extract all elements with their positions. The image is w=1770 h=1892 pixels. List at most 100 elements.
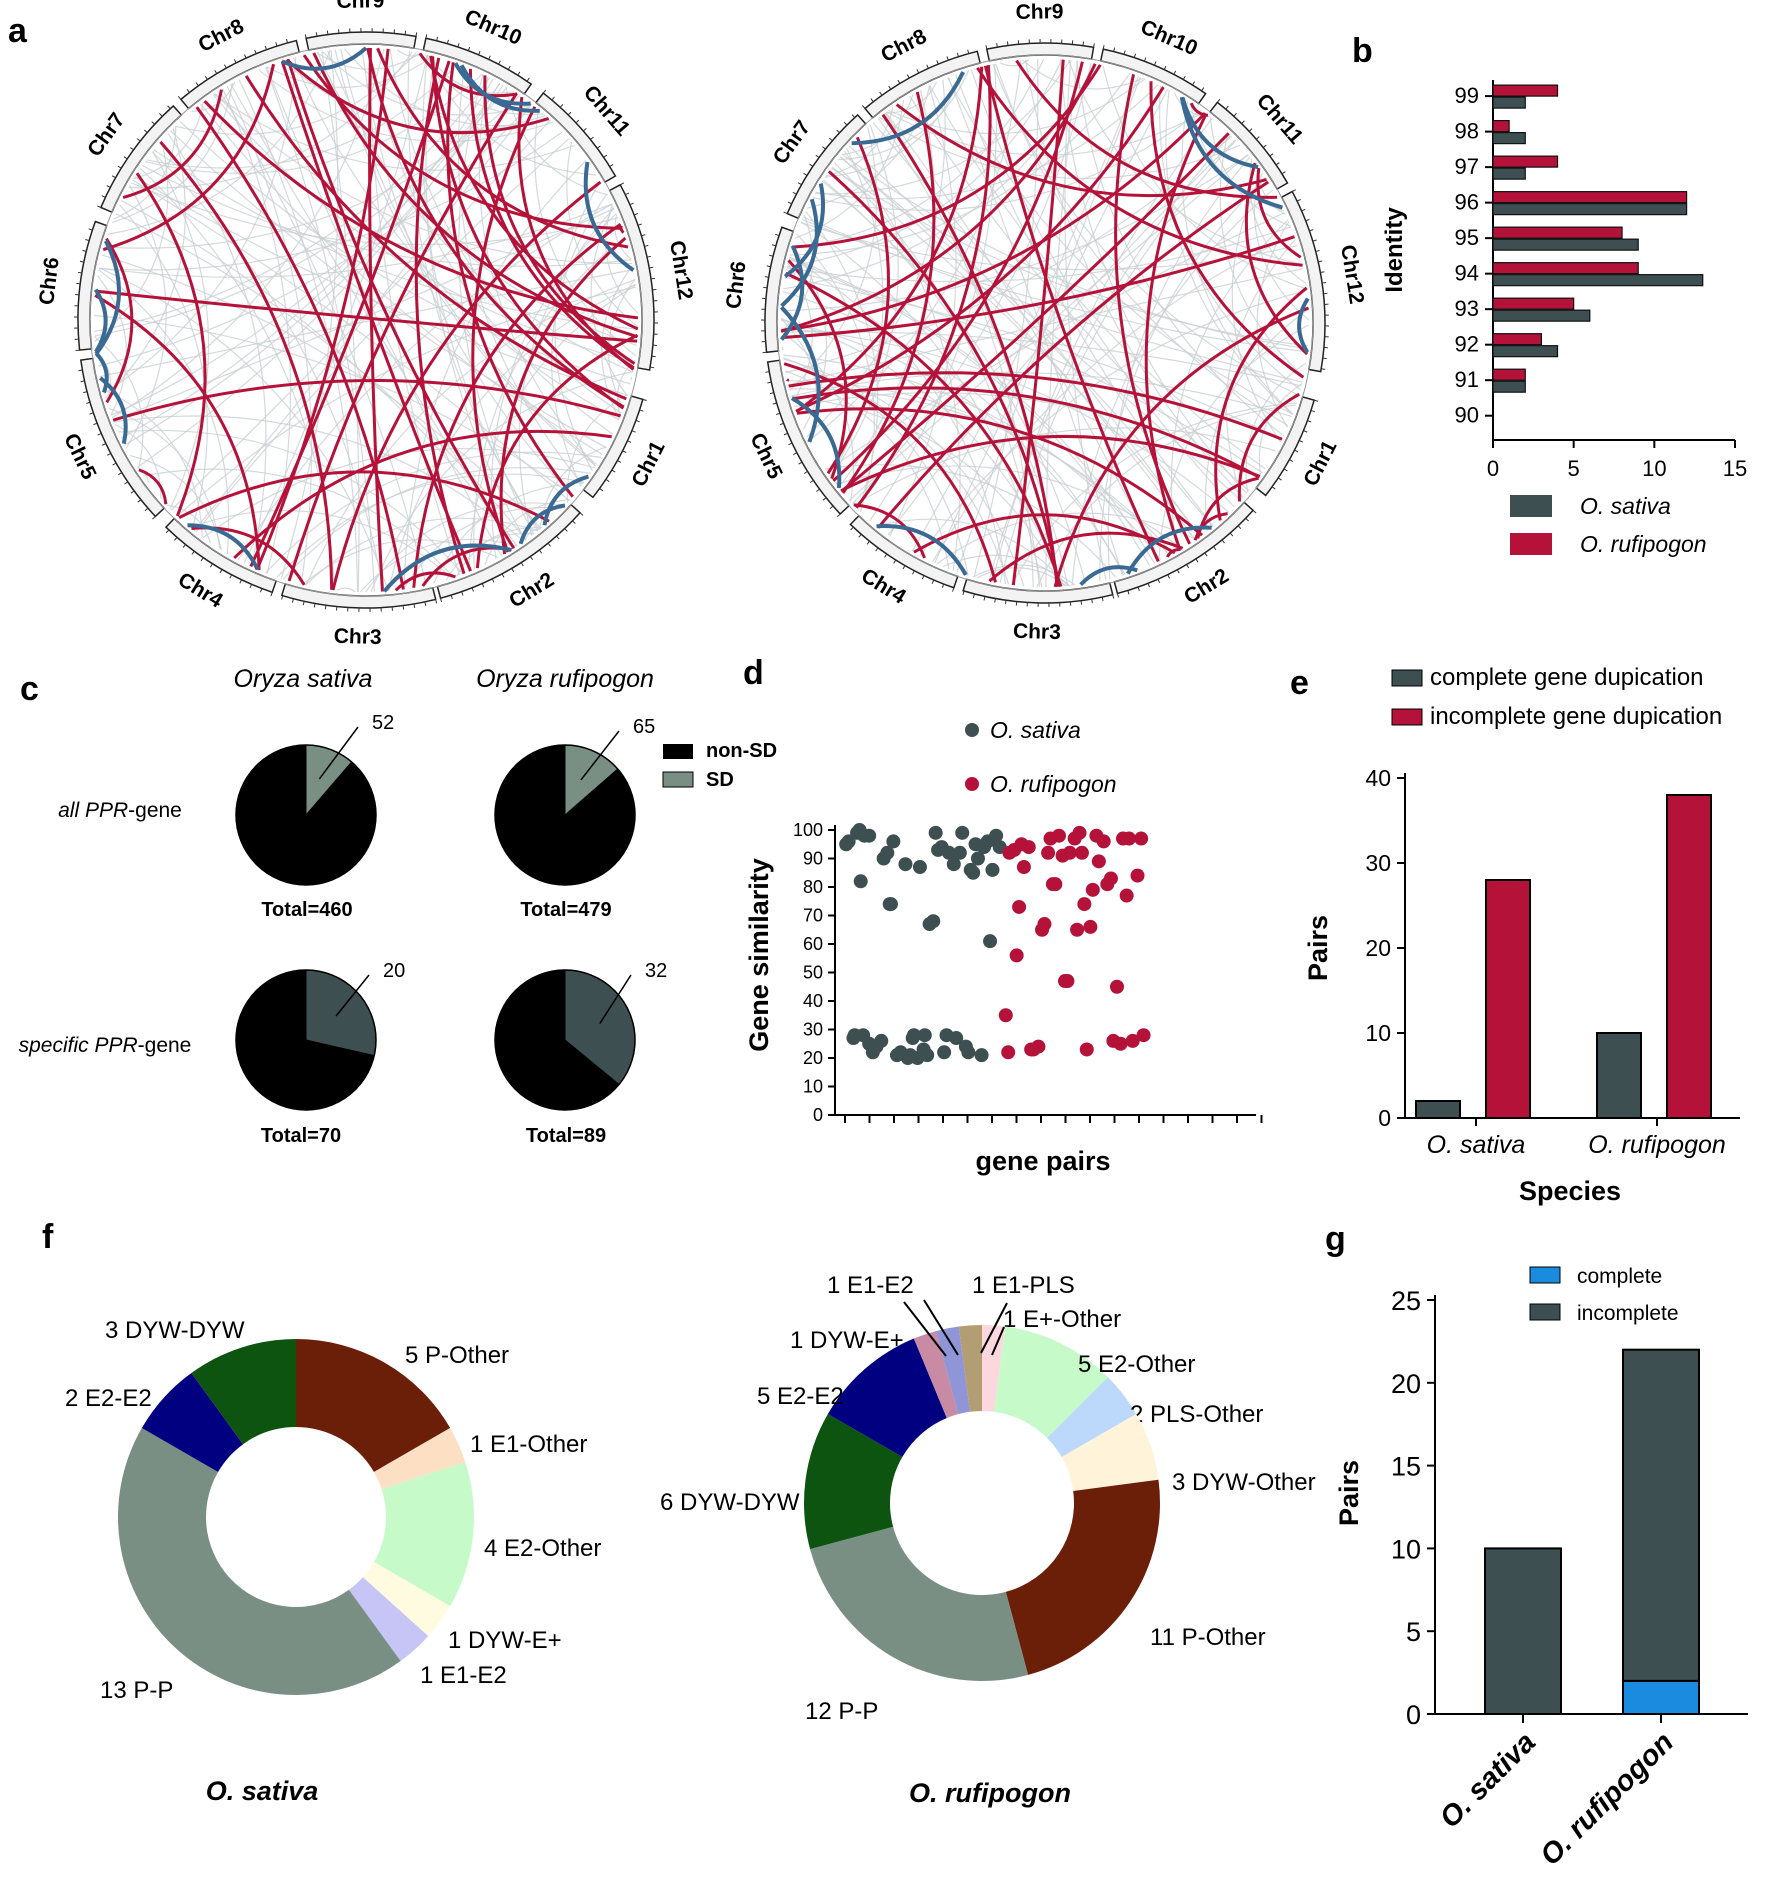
- chromosome-label: Chr3: [1013, 620, 1061, 644]
- red-link: [244, 75, 627, 401]
- red-link: [431, 56, 625, 410]
- chromosome-tick: [866, 540, 870, 545]
- chromosome-tick: [798, 461, 803, 465]
- grey-link: [972, 564, 1076, 586]
- blue-link: [779, 244, 805, 341]
- donut-slice: [1061, 1414, 1159, 1491]
- chromosome-tick: [1241, 120, 1245, 124]
- donut-slice: [362, 1562, 451, 1637]
- bar-sativa: [1492, 380, 1526, 393]
- x-tick-label: 5: [1568, 456, 1580, 481]
- chromosome-tick: [649, 266, 654, 269]
- point-rufipogon: [1125, 1033, 1140, 1048]
- point-sativa: [912, 860, 927, 875]
- chromosome-tick: [775, 412, 781, 415]
- chromosome-label: Chr4: [174, 568, 227, 613]
- y-tick-label: 100: [793, 820, 823, 840]
- chromosome-tick: [1137, 586, 1140, 592]
- point-rufipogon: [1021, 840, 1036, 855]
- legend-swatch-incomplete: [1529, 1303, 1561, 1321]
- blue-link: [1180, 97, 1259, 170]
- x-tick-label: O. rufipogon: [1534, 1726, 1680, 1872]
- chromosome-tick: [641, 234, 646, 237]
- point-sativa: [937, 1045, 952, 1060]
- grey-link: [1076, 60, 1285, 437]
- point-rufipogon: [1074, 845, 1089, 860]
- red-link: [1149, 81, 1305, 379]
- grey-link: [93, 314, 574, 497]
- chromosome-tick: [467, 46, 471, 51]
- donut-slice: [994, 1326, 1108, 1438]
- red-link: [138, 468, 168, 505]
- donut-slice: [141, 1372, 244, 1472]
- red-link: [853, 503, 926, 559]
- bar-sativa: [1492, 274, 1704, 287]
- red-link: [178, 470, 550, 523]
- chromosome-tick: [1192, 81, 1196, 86]
- y-tick-label: 70: [803, 906, 823, 926]
- chromosome-tick: [481, 583, 485, 588]
- panel-letter-d: d: [743, 654, 764, 692]
- chromosome-tick: [167, 105, 171, 110]
- chromosome-tick: [972, 593, 975, 598]
- chromosome-tick: [461, 591, 464, 596]
- chromosome-tick: [101, 195, 106, 198]
- grey-link: [630, 376, 633, 381]
- chromosome-tick: [1275, 162, 1280, 166]
- bar-rufipogon: [1492, 155, 1559, 168]
- red-link: [787, 259, 848, 480]
- chromosome-tick: [862, 105, 866, 109]
- chromosome-tick: [83, 391, 88, 394]
- chromosome-tick: [165, 529, 170, 534]
- chromosome-tick: [304, 34, 307, 39]
- point-sativa: [862, 828, 877, 843]
- y-tick-label: 90: [803, 849, 823, 869]
- chromosome-tick: [1201, 87, 1205, 92]
- chromosome-tick: [906, 74, 910, 79]
- bar-rufipogon: [1492, 120, 1510, 133]
- chromosome-tick: [1163, 65, 1167, 70]
- chromosome-tick: [80, 380, 85, 383]
- chromosome-tick: [1186, 564, 1190, 569]
- grey-link: [825, 212, 1286, 472]
- red-link: [517, 96, 635, 371]
- chromosome-tick: [209, 563, 213, 568]
- bar-rufipogon: [1492, 368, 1526, 381]
- pairs-axis-label-e: Pairs: [1303, 915, 1333, 981]
- legend-label-incomplete: incomplete: [1577, 1302, 1679, 1325]
- chromosome-tick: [936, 60, 939, 65]
- chromosome-tick: [769, 254, 774, 257]
- red-link: [877, 180, 1270, 529]
- chromosome-tick: [829, 137, 833, 142]
- chromosome-tick: [1312, 239, 1317, 242]
- grey-link: [786, 269, 1263, 474]
- grey-link: [875, 518, 1069, 587]
- chromosome-tick: [82, 249, 87, 252]
- chromosome-tick: [1112, 594, 1115, 599]
- chromosome-tick: [1252, 509, 1257, 514]
- chromosome-tick: [962, 590, 965, 596]
- donut-slice-label: 5 E2-Other: [1078, 1351, 1195, 1378]
- chromosome-tick: [324, 605, 327, 610]
- x-tick-label: O. sativa: [1427, 1131, 1526, 1159]
- point-rufipogon: [1051, 828, 1066, 843]
- point-sativa: [898, 857, 913, 872]
- chromosome-tick: [1318, 260, 1323, 263]
- chromosome-tick: [1321, 368, 1326, 370]
- y-tick-label: 15: [1391, 1452, 1421, 1482]
- chromosome-tick: [884, 553, 888, 558]
- point-rufipogon: [1134, 831, 1149, 846]
- chromosome-tick: [450, 594, 453, 600]
- chromosome-tick: [471, 587, 474, 592]
- grey-link: [94, 336, 144, 470]
- grey-link: [814, 59, 1071, 195]
- chromosome-tick: [78, 369, 83, 372]
- chromosome-tick: [1204, 552, 1208, 557]
- chromosome-label: Chr2: [505, 568, 558, 613]
- point-sativa: [874, 1033, 889, 1048]
- chromosome-label: Chr8: [877, 25, 930, 67]
- chromosome-tick: [1213, 546, 1217, 551]
- chromosome-tick: [952, 587, 955, 592]
- legend-swatch-sd: [662, 771, 694, 788]
- chromosome-tick: [1303, 430, 1308, 433]
